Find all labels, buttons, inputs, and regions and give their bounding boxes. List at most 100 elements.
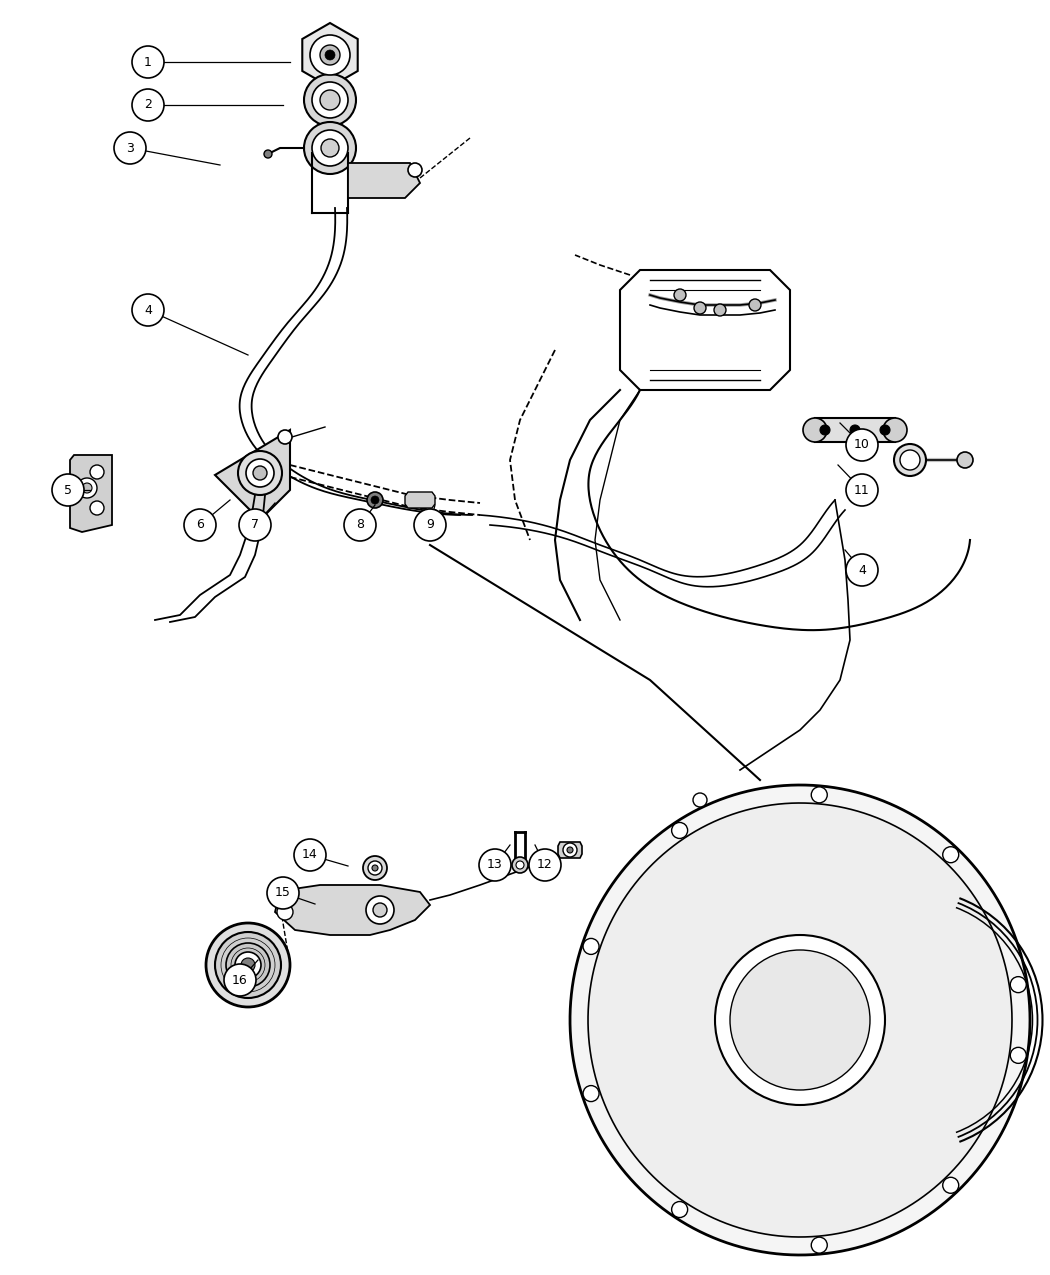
Circle shape: [312, 130, 348, 166]
Circle shape: [943, 847, 959, 863]
Circle shape: [264, 150, 272, 158]
Circle shape: [812, 787, 827, 803]
Polygon shape: [405, 492, 435, 507]
Circle shape: [77, 478, 97, 499]
Circle shape: [749, 300, 761, 311]
Circle shape: [224, 964, 256, 996]
Circle shape: [320, 91, 340, 110]
Circle shape: [730, 950, 870, 1090]
Circle shape: [1010, 977, 1026, 993]
Circle shape: [479, 849, 511, 881]
Circle shape: [820, 425, 830, 435]
Polygon shape: [620, 270, 790, 390]
Circle shape: [371, 496, 379, 504]
Text: 3: 3: [126, 142, 134, 154]
Circle shape: [372, 864, 378, 871]
Circle shape: [672, 1201, 688, 1218]
Circle shape: [894, 444, 926, 476]
Polygon shape: [275, 885, 430, 935]
Circle shape: [90, 501, 104, 515]
Text: 5: 5: [64, 483, 72, 496]
Text: 9: 9: [426, 519, 434, 532]
Circle shape: [880, 425, 890, 435]
Circle shape: [238, 451, 282, 495]
Circle shape: [512, 857, 528, 873]
Circle shape: [278, 430, 292, 444]
Circle shape: [674, 289, 686, 301]
Circle shape: [310, 34, 350, 75]
Circle shape: [567, 847, 573, 853]
Polygon shape: [570, 785, 1030, 1255]
Circle shape: [242, 958, 255, 972]
Circle shape: [304, 74, 356, 126]
Circle shape: [900, 450, 920, 470]
Circle shape: [52, 474, 84, 506]
Circle shape: [715, 935, 885, 1105]
Circle shape: [114, 133, 146, 164]
Circle shape: [132, 89, 164, 121]
Polygon shape: [215, 430, 290, 520]
Circle shape: [239, 509, 271, 541]
Text: 14: 14: [302, 848, 318, 862]
Circle shape: [563, 843, 578, 857]
Circle shape: [694, 302, 706, 314]
Circle shape: [373, 903, 387, 917]
Polygon shape: [588, 803, 1012, 1237]
Text: 2: 2: [144, 98, 152, 111]
Text: 6: 6: [196, 519, 204, 532]
Polygon shape: [815, 418, 895, 442]
Polygon shape: [302, 23, 358, 87]
Circle shape: [82, 483, 92, 493]
Text: 4: 4: [144, 303, 152, 316]
Circle shape: [408, 163, 422, 177]
Circle shape: [583, 1085, 600, 1102]
Circle shape: [304, 122, 356, 173]
Circle shape: [803, 418, 827, 442]
Circle shape: [277, 904, 293, 921]
Circle shape: [132, 46, 164, 78]
Circle shape: [344, 509, 376, 541]
Text: 13: 13: [487, 858, 503, 872]
Text: 11: 11: [854, 483, 869, 496]
Circle shape: [1010, 1047, 1026, 1063]
Circle shape: [294, 839, 325, 871]
Text: 7: 7: [251, 519, 259, 532]
Text: 10: 10: [854, 439, 870, 451]
Circle shape: [326, 50, 335, 60]
Circle shape: [321, 139, 339, 157]
Circle shape: [529, 849, 561, 881]
Circle shape: [943, 1177, 959, 1193]
Circle shape: [846, 555, 878, 586]
Circle shape: [714, 303, 726, 316]
Circle shape: [235, 952, 261, 978]
Circle shape: [206, 923, 290, 1007]
Circle shape: [850, 425, 860, 435]
Circle shape: [846, 428, 878, 462]
Circle shape: [368, 492, 383, 507]
Circle shape: [368, 861, 382, 875]
Circle shape: [253, 465, 267, 479]
Polygon shape: [70, 455, 112, 532]
Text: 4: 4: [858, 564, 866, 576]
Circle shape: [246, 459, 274, 487]
Circle shape: [312, 82, 348, 119]
Circle shape: [132, 295, 164, 326]
Text: 15: 15: [275, 886, 291, 899]
Circle shape: [366, 896, 394, 924]
Circle shape: [414, 509, 446, 541]
Circle shape: [846, 474, 878, 506]
Circle shape: [226, 944, 270, 987]
Text: 16: 16: [232, 974, 248, 987]
Polygon shape: [348, 163, 420, 198]
Circle shape: [320, 45, 340, 65]
Text: 8: 8: [356, 519, 364, 532]
Circle shape: [90, 465, 104, 479]
Text: 12: 12: [538, 858, 553, 872]
Circle shape: [812, 1237, 827, 1253]
Polygon shape: [558, 842, 582, 858]
Circle shape: [184, 509, 216, 541]
Circle shape: [516, 861, 524, 870]
Circle shape: [583, 938, 600, 955]
Circle shape: [267, 877, 299, 909]
Text: 1: 1: [144, 56, 152, 69]
